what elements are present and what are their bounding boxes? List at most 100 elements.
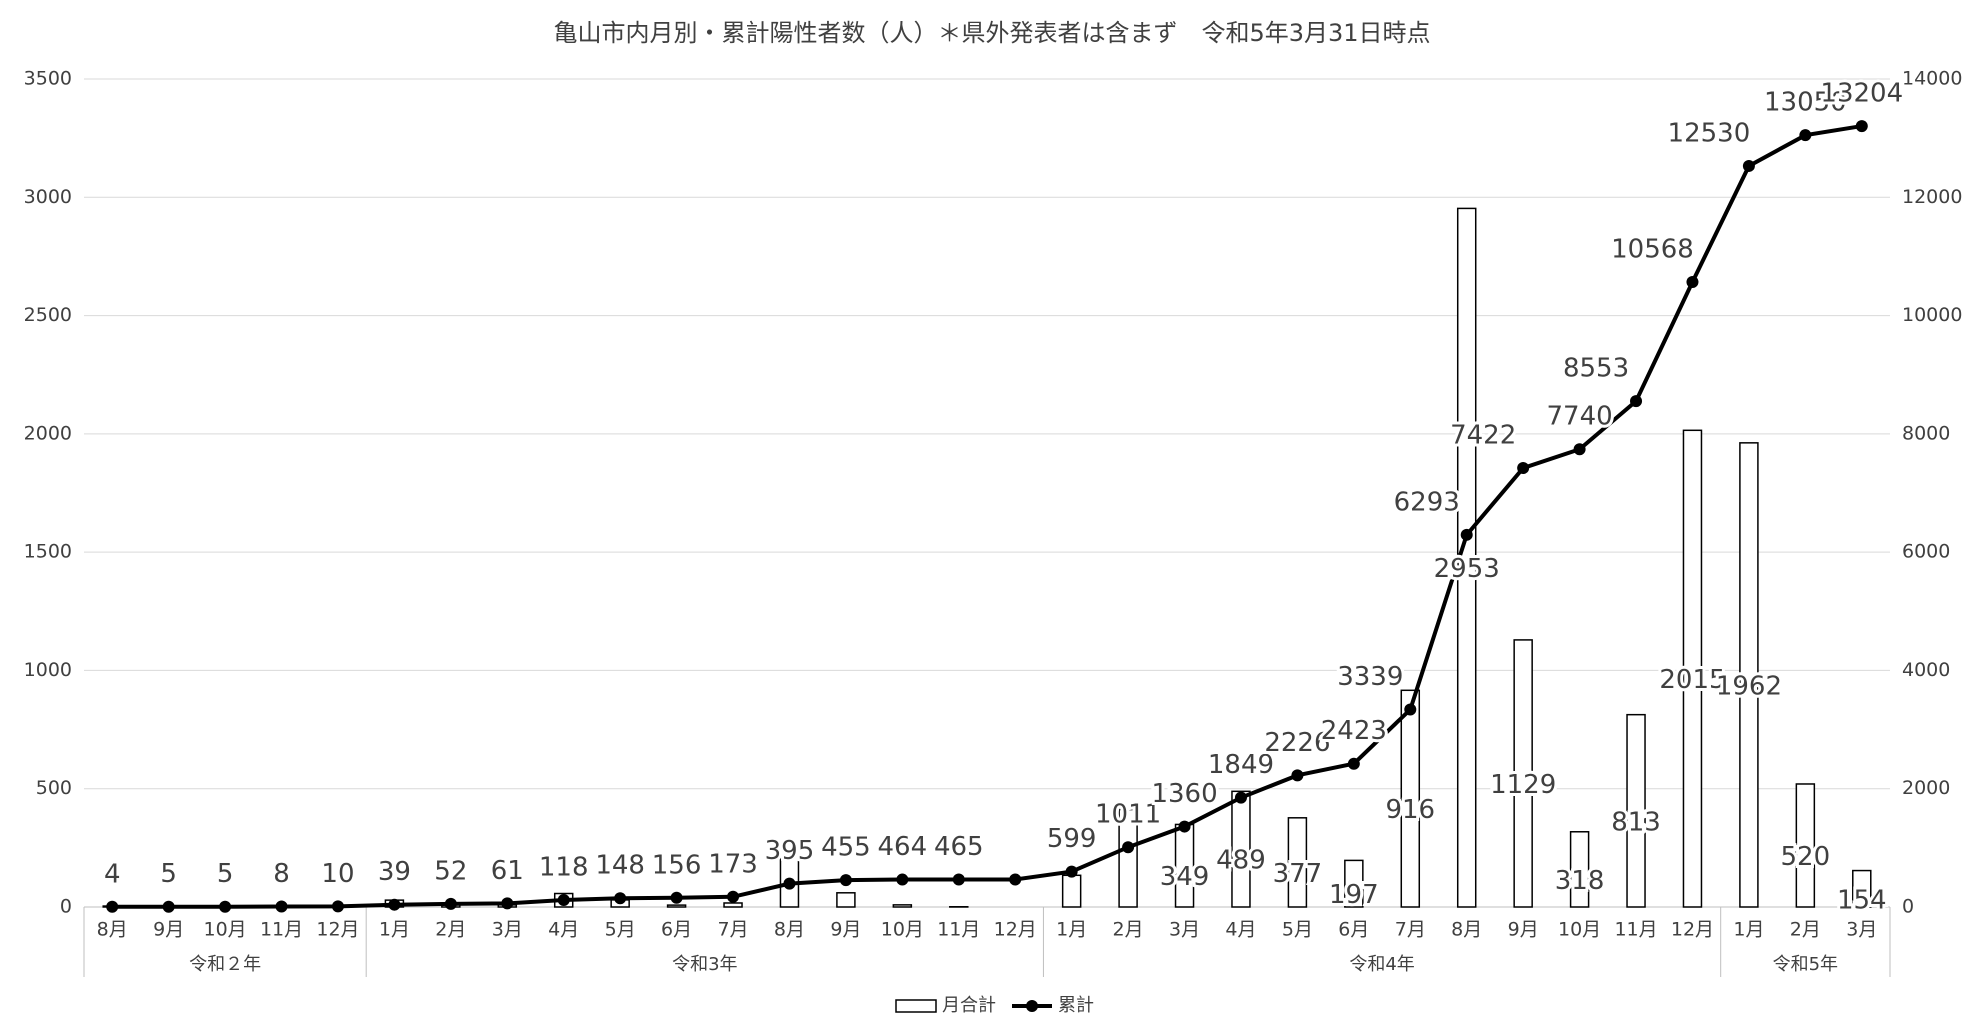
x-tick-label: 10月	[204, 919, 247, 941]
legend-label: 累計	[1058, 995, 1094, 1016]
line-point	[1573, 443, 1586, 456]
x-tick-label: 4月	[548, 919, 579, 941]
line-point	[1799, 129, 1812, 142]
group-label: 令和4年	[1349, 954, 1414, 975]
bar	[1400, 689, 1421, 908]
line-value-label: 156	[652, 850, 702, 880]
bar-value-label: 2015	[1659, 665, 1725, 695]
line-value-label: 4	[104, 859, 121, 889]
x-tick-label: 8月	[1451, 919, 1482, 941]
line-point	[1065, 865, 1078, 878]
line-value-label: 5	[160, 859, 177, 889]
bar-value-label: 197	[1329, 880, 1379, 910]
line-point	[1742, 159, 1755, 172]
line-value-label: 61	[491, 856, 524, 886]
x-tick-label: 3月	[1846, 919, 1877, 941]
line-value-label: 12530	[1668, 118, 1751, 148]
line-point	[727, 890, 740, 903]
line-point	[839, 874, 852, 887]
y2-tick-label: 10000	[1902, 304, 1962, 326]
x-tick-label: 1月	[379, 919, 410, 941]
bar	[1287, 817, 1308, 908]
group-label: 令和２年	[189, 954, 261, 975]
line-value-label: 6293	[1394, 487, 1460, 517]
line-value-label: 13050	[1764, 88, 1847, 118]
bar-value-label: 1129	[1490, 770, 1556, 800]
line-point	[106, 900, 119, 913]
bar	[1626, 713, 1646, 908]
line-value-label: 7422	[1450, 421, 1516, 451]
line-value-label: 10568	[1611, 234, 1694, 264]
bar	[1682, 429, 1703, 908]
group-label: 令和3年	[672, 954, 737, 975]
line-value-label: 465	[934, 832, 984, 862]
y-tick-label: 2500	[24, 304, 72, 326]
x-tick-label: 12月	[994, 919, 1037, 941]
x-tick-label: 10月	[881, 919, 924, 941]
line-point	[219, 900, 232, 913]
line-value-label: 8553	[1563, 354, 1629, 384]
y2-tick-label: 8000	[1902, 422, 1950, 444]
line-value-label: 2226	[1264, 728, 1330, 758]
line-point	[1686, 275, 1699, 288]
y2-tick-label: 0	[1902, 896, 1914, 918]
y2-tick-label: 12000	[1902, 186, 1962, 208]
line-value-label: 3339	[1337, 662, 1403, 692]
line-point	[501, 897, 514, 910]
line-value-label: 5	[217, 859, 234, 889]
line-value-label: 1360	[1151, 779, 1217, 809]
y-tick-label: 3500	[24, 68, 72, 90]
x-tick-label: 2月	[1790, 919, 1821, 941]
line-value-label: 7740	[1547, 402, 1613, 432]
bar	[1061, 874, 1082, 908]
chart-title: 亀山市内月別・累計陽性者数（人）＊県外発表者は含まず 令和5年3月31日時点	[553, 19, 1430, 47]
x-tick-label: 7月	[1395, 919, 1426, 941]
bar	[1118, 808, 1138, 908]
line-value-label: 148	[595, 851, 645, 881]
x-tick-label: 7月	[717, 919, 748, 941]
x-tick-label: 11月	[1614, 919, 1657, 941]
bar-value-label: 916	[1385, 795, 1435, 825]
x-tick-label: 12月	[1671, 919, 1714, 941]
bar	[1231, 790, 1251, 908]
line-point	[1291, 769, 1304, 782]
line-point	[1234, 791, 1247, 804]
y-tick-label: 2000	[24, 422, 72, 444]
bar	[1569, 831, 1590, 908]
bar	[1513, 639, 1533, 908]
bar	[892, 904, 913, 908]
bar-value-label: 318	[1555, 866, 1605, 896]
y-tick-label: 3000	[24, 186, 72, 208]
bar-value-label: 489	[1216, 846, 1266, 876]
bar	[1852, 869, 1872, 908]
line-point	[557, 894, 570, 907]
line-point	[783, 877, 796, 890]
line-value-label: 10	[321, 859, 354, 889]
bar-value-label: 2953	[1434, 554, 1500, 584]
x-tick-label: 6月	[1338, 919, 1369, 941]
line-value-label: 118	[539, 853, 589, 883]
x-tick-label: 3月	[1169, 919, 1200, 941]
line-point	[952, 873, 965, 886]
x-tick-label: 9月	[1508, 919, 1539, 941]
x-tick-label: 9月	[830, 919, 861, 941]
line-point	[1122, 841, 1135, 854]
y-tick-label: 1500	[24, 541, 72, 563]
x-tick-label: 2月	[435, 919, 466, 941]
x-tick-label: 12月	[316, 919, 359, 941]
x-tick-label: 11月	[260, 919, 303, 941]
bar	[723, 902, 743, 908]
line-point	[1404, 703, 1417, 716]
y2-tick-label: 14000	[1902, 68, 1962, 90]
x-tick-label: 5月	[1282, 919, 1313, 941]
x-tick-label: 8月	[774, 919, 805, 941]
line-value-label: 39	[378, 857, 411, 887]
bar	[1739, 442, 1759, 908]
bar-value-label: 349	[1160, 862, 1210, 892]
x-tick-label: 9月	[153, 919, 184, 941]
bar	[1344, 859, 1364, 908]
line-point	[614, 892, 627, 905]
legend-line-marker	[1026, 1000, 1038, 1012]
y2-tick-label: 2000	[1902, 777, 1950, 799]
